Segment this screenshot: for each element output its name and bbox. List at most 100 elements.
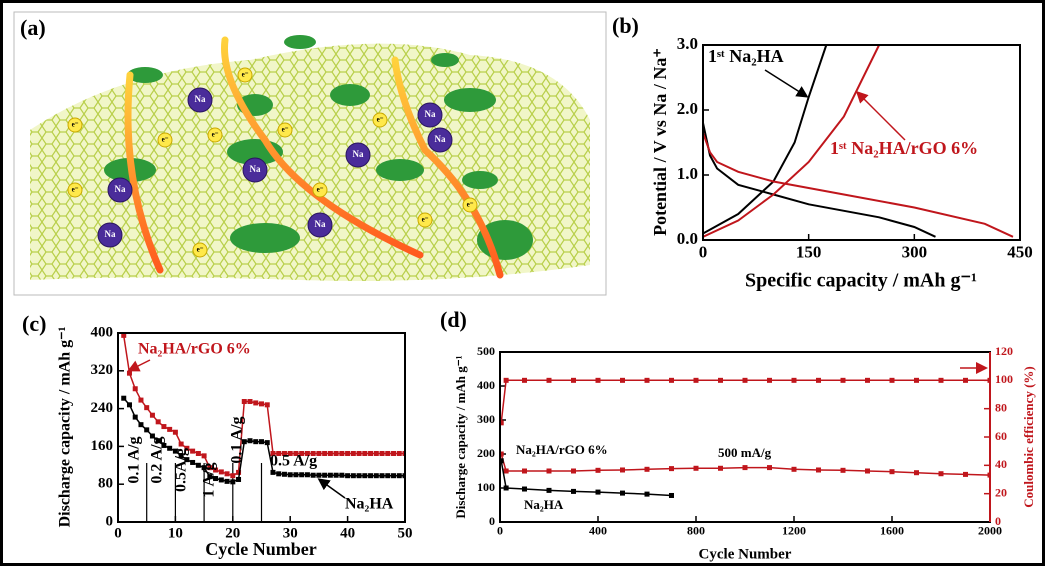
series-marker bbox=[121, 332, 127, 338]
annotation: 1ˢᵗ Na₂HA bbox=[708, 46, 784, 66]
x-tick-label: 400 bbox=[589, 523, 607, 537]
series-marker bbox=[276, 450, 282, 456]
x-tick-label: 0 bbox=[699, 243, 708, 262]
series-marker bbox=[184, 457, 190, 463]
series-marker bbox=[161, 442, 167, 448]
electron bbox=[462, 197, 478, 213]
series-marker bbox=[362, 473, 368, 479]
series-line bbox=[703, 44, 880, 238]
series-marker bbox=[218, 469, 224, 475]
series-marker bbox=[333, 472, 339, 478]
x-tick-label: 10 bbox=[168, 525, 183, 541]
series-marker bbox=[644, 491, 650, 497]
series-marker bbox=[138, 397, 144, 403]
series-marker bbox=[178, 453, 184, 459]
annotation: 0.1 A/g bbox=[229, 416, 246, 463]
series-marker bbox=[126, 370, 132, 376]
crystals bbox=[104, 35, 533, 260]
series-marker bbox=[840, 377, 846, 383]
series-marker bbox=[310, 472, 316, 478]
series-marker bbox=[299, 472, 305, 478]
electron-label: e⁻ bbox=[467, 201, 474, 209]
sodium-label: Na bbox=[195, 94, 206, 104]
series-marker bbox=[144, 405, 150, 411]
series-line bbox=[703, 122, 936, 238]
y-tick-label: 300 bbox=[477, 412, 495, 426]
series-marker bbox=[339, 450, 345, 456]
series-marker bbox=[155, 438, 161, 444]
series-marker bbox=[172, 448, 178, 454]
series-marker bbox=[669, 492, 674, 498]
electron-paths bbox=[124, 36, 504, 279]
x-tick-label: 0 bbox=[114, 525, 122, 541]
x-axis-title: Specific capacity / mAh g⁻¹ bbox=[745, 270, 977, 292]
electron-label: e⁻ bbox=[282, 126, 289, 134]
series-marker bbox=[138, 422, 144, 428]
series-marker bbox=[362, 450, 368, 456]
series-marker bbox=[253, 439, 259, 445]
y-tick-label: 240 bbox=[91, 400, 114, 416]
series-marker bbox=[987, 377, 990, 383]
series-marker bbox=[379, 473, 385, 479]
series-marker bbox=[546, 377, 552, 383]
series-marker bbox=[840, 467, 846, 473]
series-marker bbox=[167, 426, 173, 432]
series-marker bbox=[195, 450, 201, 456]
series-marker bbox=[391, 450, 397, 456]
series-marker bbox=[718, 377, 723, 383]
annotation: Na₂HA/rGO 6% bbox=[516, 442, 608, 457]
electron-label: e⁻ bbox=[72, 186, 79, 194]
series-marker bbox=[938, 377, 944, 383]
series-marker bbox=[293, 450, 299, 456]
x-tick-label: 0 bbox=[497, 523, 503, 537]
series-marker bbox=[264, 440, 270, 446]
series-marker bbox=[184, 445, 190, 451]
annotation: 0.5 A/g bbox=[270, 453, 317, 470]
series-marker bbox=[281, 450, 287, 456]
series-marker bbox=[167, 445, 173, 451]
series-marker bbox=[987, 472, 990, 478]
series-marker bbox=[500, 458, 504, 464]
x-tick-label: 30 bbox=[283, 525, 298, 541]
series-marker bbox=[500, 420, 504, 426]
electron-label: e⁻ bbox=[242, 71, 249, 79]
series-marker bbox=[914, 377, 919, 383]
series-marker bbox=[132, 386, 138, 392]
series-marker bbox=[791, 377, 797, 383]
series-marker bbox=[500, 451, 504, 457]
annotation: 1ˢᵗ Na₂HA/rGO 6% bbox=[830, 138, 978, 158]
series-marker bbox=[644, 377, 650, 383]
series-marker bbox=[270, 450, 276, 456]
series-marker bbox=[742, 465, 748, 471]
series-marker bbox=[963, 471, 968, 477]
electron bbox=[67, 182, 83, 198]
series-marker bbox=[546, 487, 552, 493]
series-marker bbox=[327, 450, 333, 456]
series-marker bbox=[396, 473, 402, 479]
electron-label: e⁻ bbox=[162, 136, 169, 144]
y-axis-title: Potential / V vs Na / Na⁺ bbox=[650, 48, 670, 236]
series-marker bbox=[571, 488, 576, 494]
series-marker bbox=[304, 450, 310, 456]
pointer-arrow bbox=[317, 478, 346, 499]
series-marker bbox=[316, 472, 322, 478]
series-marker bbox=[865, 377, 870, 383]
series-marker bbox=[620, 467, 625, 473]
series-marker bbox=[522, 377, 527, 383]
series-marker bbox=[299, 450, 305, 456]
x-tick-label: 1600 bbox=[880, 523, 904, 537]
series-marker bbox=[259, 401, 264, 407]
electron-label: e⁻ bbox=[317, 186, 324, 194]
y-tick-label: 400 bbox=[477, 378, 495, 392]
panel-label: (a) bbox=[20, 15, 46, 40]
series-marker bbox=[767, 465, 772, 471]
series-marker bbox=[281, 471, 287, 477]
series-marker bbox=[126, 402, 132, 408]
illustration: Na Na Na Na Na Na Na Na e⁻ e⁻ e⁻ e⁻ e⁻ e⁻ e⁻ e⁻ e⁻ e⁻ e⁻ bbox=[13, 11, 607, 296]
series-marker bbox=[644, 466, 650, 472]
annotation: 0.5A/g bbox=[173, 448, 190, 492]
series-marker bbox=[379, 450, 385, 456]
sodium-ion bbox=[427, 127, 453, 153]
y-tick-label: 320 bbox=[91, 362, 114, 378]
series-marker bbox=[287, 472, 293, 478]
